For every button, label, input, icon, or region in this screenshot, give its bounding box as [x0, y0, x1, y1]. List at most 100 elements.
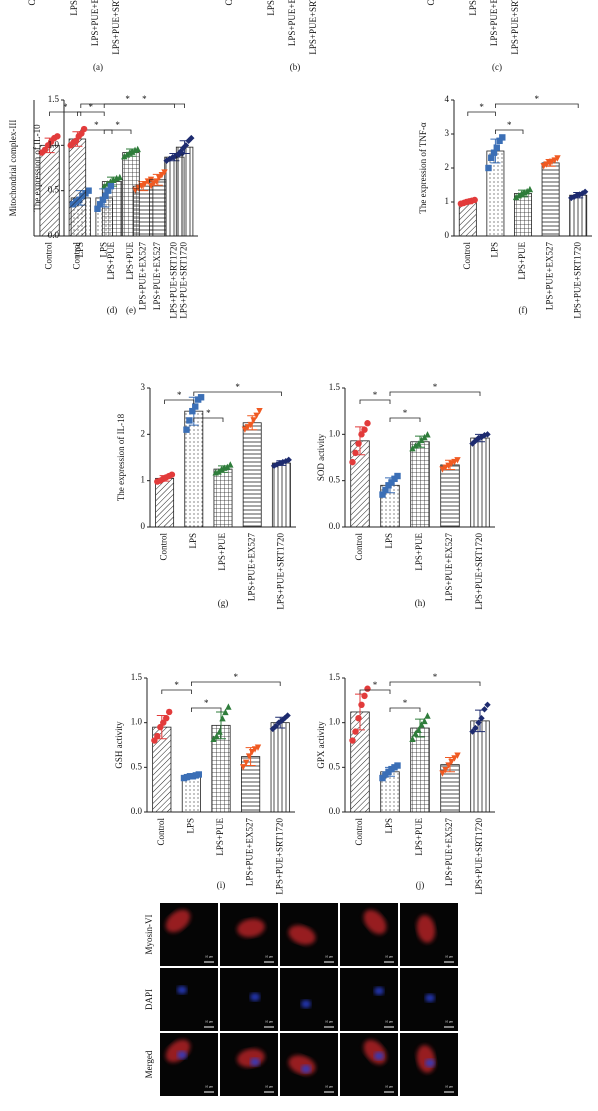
significance-label: * — [115, 120, 120, 130]
data-point — [481, 706, 488, 713]
significance-label: * — [535, 94, 540, 104]
x-tick-label: LPS+PUE+EX527 — [489, 0, 499, 46]
data-point — [247, 421, 254, 429]
data-point — [250, 417, 257, 424]
x-tick-label: LPS+PUE+SRT1720 — [572, 242, 582, 319]
significance-bracket — [193, 417, 224, 422]
significance-bracket — [495, 129, 524, 134]
x-tick-label: LPS — [489, 242, 499, 258]
x-tick-label: LPS+PUE+SRT1720 — [510, 0, 520, 55]
significance-label: * — [206, 408, 211, 418]
significance-bracket — [359, 399, 391, 404]
data-point — [154, 732, 161, 740]
x-tick-label: LPS+PUE+SRT1720 — [111, 0, 121, 55]
data-point — [242, 759, 250, 767]
data-point — [110, 176, 117, 183]
bar — [410, 441, 430, 528]
data-point — [183, 426, 190, 433]
x-tick-label: LPS — [188, 533, 198, 549]
data-point — [379, 491, 386, 498]
significance-bracket — [49, 111, 82, 116]
scale-bar-label: 10 μm — [205, 1085, 213, 1089]
nucleus-stain — [301, 1065, 311, 1073]
y-tick-label: 1.5 — [48, 94, 60, 104]
data-point — [454, 457, 461, 464]
data-point — [412, 442, 419, 449]
data-point — [182, 142, 190, 149]
bar — [155, 477, 175, 528]
y-tick-label: 2 — [141, 428, 146, 438]
data-point — [499, 134, 506, 141]
x-tick-label: LPS+PUE+SRT1720 — [275, 533, 285, 610]
data-point — [496, 137, 503, 144]
data-point — [153, 178, 160, 185]
data-point — [442, 766, 449, 774]
y-tick-label: 1.5 — [329, 382, 341, 392]
data-point — [352, 728, 359, 735]
data-point — [275, 719, 282, 726]
significance-label: * — [479, 102, 484, 112]
y-tick-label: 3 — [445, 128, 450, 138]
x-tick-label: Control — [224, 0, 234, 6]
significance-label: * — [373, 390, 378, 400]
data-point — [364, 685, 371, 692]
scale-bar-label: 10 μm — [265, 955, 273, 959]
scale-bar-label: 10 μm — [205, 1020, 213, 1024]
y-tick-label: 0.0 — [131, 806, 143, 816]
significance-bracket — [389, 391, 481, 396]
data-point — [424, 431, 431, 438]
significance-bracket — [103, 103, 185, 108]
data-point — [272, 723, 279, 730]
x-tick-label: LPS — [75, 242, 85, 258]
x-tick-label: LPS+PUE+EX527 — [287, 0, 297, 46]
data-point — [163, 715, 170, 722]
data-point — [421, 433, 428, 441]
x-tick-label: LPS — [384, 818, 394, 834]
nucleus-stain — [425, 1059, 435, 1067]
x-tick-label: LPS+PUE — [217, 533, 227, 571]
significance-bracket — [467, 111, 496, 116]
x-tick-label: LPS — [384, 533, 394, 549]
panel-label: (d) — [107, 305, 118, 315]
significance-bracket — [495, 103, 579, 108]
significance-label: * — [125, 94, 130, 104]
data-point — [523, 187, 531, 195]
significance-label: * — [63, 102, 68, 112]
data-point — [475, 719, 482, 726]
cell-stain — [237, 918, 265, 938]
data-point — [186, 417, 193, 424]
panel-label: (i) — [217, 880, 226, 890]
x-tick-label: LPS+PUE+EX527 — [545, 242, 555, 311]
nucleus-stain — [301, 1000, 311, 1008]
data-point — [197, 394, 205, 401]
data-point — [123, 151, 131, 158]
data-point — [579, 190, 586, 197]
bar — [213, 468, 233, 528]
x-tick-label: LPS+PUE+EX527 — [137, 242, 147, 311]
data-point — [192, 403, 199, 410]
nucleus-stain — [425, 994, 435, 1002]
x-tick-label: LPS+PUE+EX527 — [152, 242, 162, 311]
data-point — [99, 196, 107, 203]
data-point — [256, 407, 263, 415]
bar — [440, 464, 460, 528]
bar — [271, 462, 291, 528]
x-tick-label: LPS+PUE+EX527 — [245, 818, 255, 887]
x-tick-label: LPS+PUE — [414, 533, 424, 571]
data-point — [581, 188, 589, 195]
y-axis-label: The expression of TNF-α — [418, 122, 428, 214]
significance-label: * — [204, 698, 209, 708]
significance-label: * — [142, 94, 147, 104]
data-point — [364, 420, 371, 427]
significance-bracket — [77, 111, 105, 116]
data-point — [409, 735, 416, 742]
data-point — [361, 692, 368, 700]
micrograph — [160, 968, 218, 1031]
data-point — [352, 449, 359, 457]
data-point — [94, 205, 101, 212]
data-point — [415, 726, 422, 734]
data-point — [451, 755, 458, 762]
x-tick-label: LPS+PUE — [266, 0, 276, 16]
scale-bar-label: 10 μm — [445, 1020, 453, 1024]
